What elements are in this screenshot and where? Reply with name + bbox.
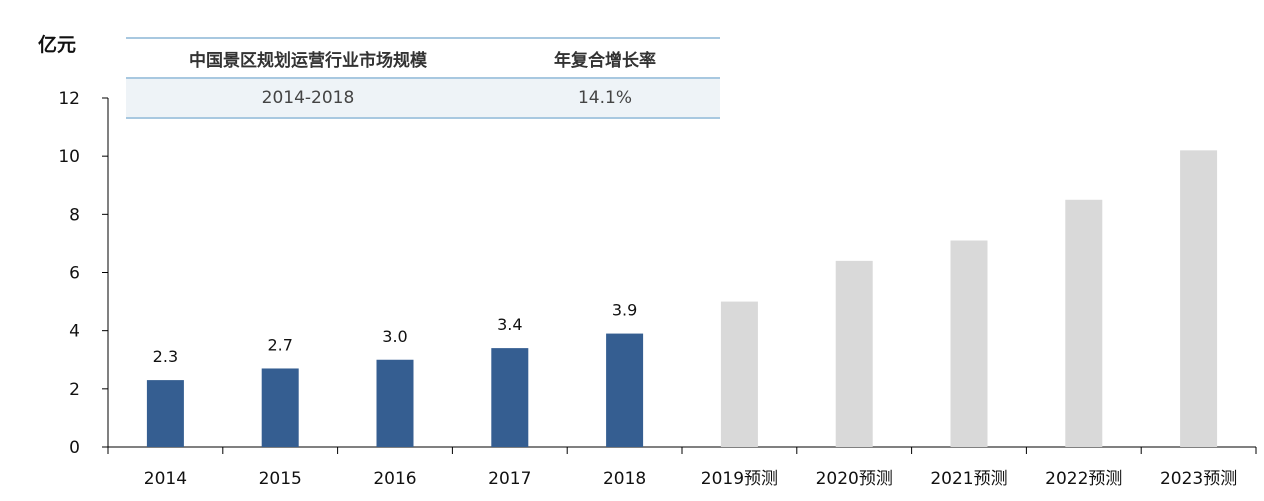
x-tick-label-2020预测: 2020预测 <box>816 469 893 489</box>
cagr-table-header-market-size: 中国景区规划运营行业市场规模 <box>126 37 490 79</box>
bar-2016 <box>376 359 414 447</box>
y-axis-unit-label: 亿元 <box>38 34 77 56</box>
bar-2014 <box>146 380 184 447</box>
y-tick-label: 0 <box>69 438 80 458</box>
x-tick-label-2019预测: 2019预测 <box>701 469 778 489</box>
bar-2015 <box>261 368 299 447</box>
bar-2020预测 <box>835 260 873 447</box>
cagr-table-cagr-value: 14.1% <box>490 78 720 119</box>
x-tick-label-2023预测: 2023预测 <box>1160 469 1237 489</box>
bar-2018 <box>606 333 644 447</box>
bar-2021预测 <box>950 240 988 447</box>
cagr-table-data-row: 2014-2018 14.1% <box>126 78 720 119</box>
cagr-table-header-cagr: 年复合增长率 <box>490 37 720 79</box>
y-tick-label: 2 <box>69 380 80 400</box>
x-tick-label-2015: 2015 <box>259 469 302 489</box>
data-label-2018: 3.9 <box>612 301 637 320</box>
y-tick-label: 12 <box>58 89 80 109</box>
x-tick-label-2018: 2018 <box>603 469 646 489</box>
x-tick-label-2021预测: 2021预测 <box>930 469 1007 489</box>
cagr-table-period: 2014-2018 <box>126 78 490 119</box>
y-tick-label: 10 <box>58 147 80 167</box>
bar-2017 <box>491 348 529 447</box>
data-label-2017: 3.4 <box>497 315 522 334</box>
cagr-table: 中国景区规划运营行业市场规模 年复合增长率 2014-2018 14.1% <box>126 37 720 119</box>
data-label-2016: 3.0 <box>382 327 407 346</box>
bar-2022预测 <box>1065 199 1103 447</box>
y-tick-label: 6 <box>69 264 80 284</box>
x-tick-label-2017: 2017 <box>488 469 531 489</box>
bar-2019预测 <box>720 301 758 447</box>
y-tick-label: 4 <box>69 322 80 342</box>
y-tick-label: 8 <box>69 205 80 225</box>
x-tick-label-2016: 2016 <box>373 469 416 489</box>
bar-2023预测 <box>1180 150 1218 447</box>
data-label-2015: 2.7 <box>267 335 292 354</box>
data-label-2014: 2.3 <box>153 347 178 366</box>
x-tick-label-2022预测: 2022预测 <box>1045 469 1122 489</box>
x-tick-label-2014: 2014 <box>144 469 187 489</box>
cagr-table-header-row: 中国景区规划运营行业市场规模 年复合增长率 <box>126 37 720 79</box>
